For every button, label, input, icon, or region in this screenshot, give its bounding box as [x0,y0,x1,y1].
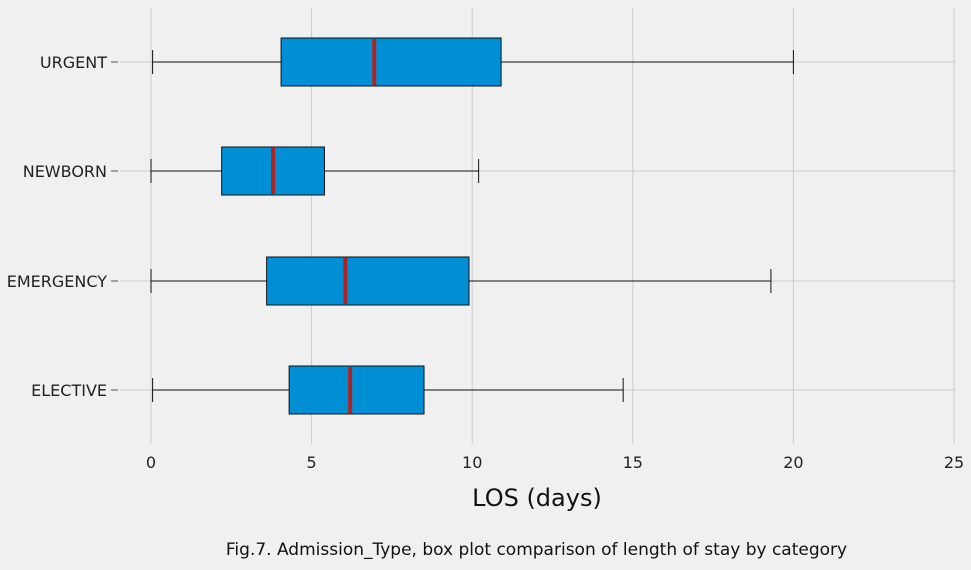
x-tick-label: 0 [146,453,156,472]
x-tick-label: 10 [462,453,482,472]
box-series [150,37,794,415]
figure-caption: Fig.7. Admission_Type, box plot comparis… [225,540,848,560]
box-newborn [150,146,480,196]
y-axis: ELECTIVE EMERGENCY NEWBORN URGENT [7,53,118,400]
box-elective [152,365,624,415]
box-urgent [152,37,794,87]
x-tick-label: 20 [783,453,803,472]
y-tick-label: ELECTIVE [31,381,107,400]
box-emergency [150,256,772,306]
iqr-box [266,256,470,306]
x-tick-label: 15 [623,453,643,472]
grid-lines [120,8,955,444]
x-axis-label: LOS (days) [472,484,602,512]
x-tick-label: 5 [307,453,317,472]
y-tick-label: URGENT [40,53,107,72]
x-axis: 0 5 10 15 20 25 [146,453,964,472]
x-tick-label: 25 [944,453,964,472]
iqr-box [288,365,425,415]
y-tick-label: NEWBORN [23,162,107,181]
y-tick-label: EMERGENCY [7,272,108,291]
iqr-box [280,37,502,87]
